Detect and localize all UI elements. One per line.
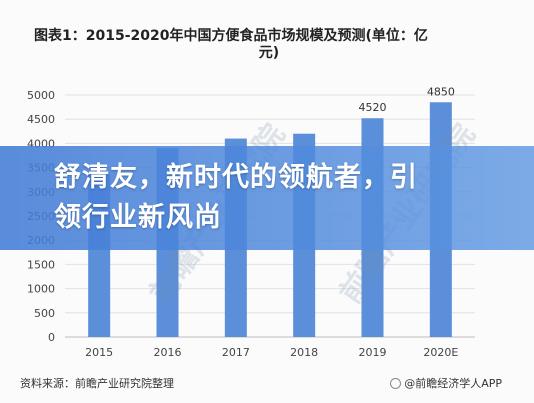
chart-title-line2: 元): [258, 45, 280, 61]
y-tick-label: 4500: [27, 113, 55, 126]
y-tick-label: 5000: [27, 89, 55, 102]
y-tick-label: 500: [34, 307, 55, 320]
brand-credit-text: @前瞻经济学人APP: [404, 377, 502, 390]
chart-title: 图表1：2015-2020年中国方便食品市场规模及预测(单位：亿 元): [34, 28, 504, 62]
banner-line2: 领行业新风尚: [54, 202, 222, 233]
x-tick-label: 2017: [222, 346, 250, 359]
x-tick-label: 2019: [359, 346, 387, 359]
x-tick-label: 2016: [154, 346, 182, 359]
x-tick-label: 2015: [85, 346, 113, 359]
banner-headline: 舒清友，新时代的领航者，引 领行业新风尚: [54, 158, 494, 238]
brand-logo-icon: [390, 378, 402, 389]
data-label: 4850: [427, 85, 455, 98]
source-note: 资料来源：前瞻产业研究院整理: [20, 377, 174, 390]
y-tick-label: 1500: [27, 258, 55, 271]
x-tick-label: 2018: [290, 346, 318, 359]
data-label: 4520: [359, 101, 387, 114]
brand-credit: @前瞻经济学人APP: [390, 375, 502, 391]
chart-title-line1: 图表1：2015-2020年中国方便食品市场规模及预测(单位：亿: [34, 28, 428, 44]
banner-line1: 舒清友，新时代的领航者，引: [54, 162, 418, 193]
x-tick-label: 2020E: [423, 346, 458, 359]
y-tick-label: 0: [48, 331, 55, 344]
overlay-banner: [0, 146, 534, 250]
y-tick-label: 1000: [27, 283, 55, 296]
